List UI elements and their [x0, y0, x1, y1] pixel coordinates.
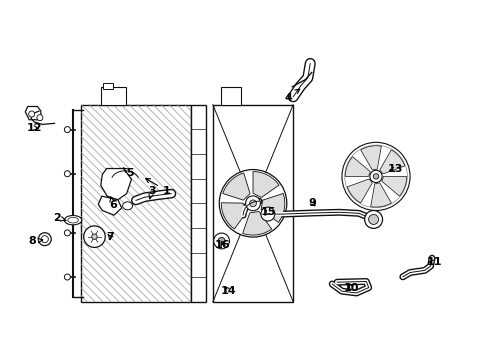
- Text: 11: 11: [426, 257, 441, 267]
- Circle shape: [83, 226, 105, 247]
- Text: 13: 13: [387, 164, 403, 174]
- Circle shape: [213, 233, 229, 249]
- Bar: [190, 105, 205, 302]
- Text: 1: 1: [145, 179, 170, 196]
- Text: 7: 7: [106, 232, 114, 242]
- Polygon shape: [101, 168, 131, 200]
- Circle shape: [218, 237, 225, 244]
- Polygon shape: [261, 193, 284, 222]
- Text: 8: 8: [29, 236, 42, 246]
- Text: 12: 12: [26, 123, 42, 133]
- Bar: [101, 87, 126, 105]
- Text: 15: 15: [260, 207, 275, 217]
- Bar: [221, 87, 240, 105]
- Circle shape: [364, 211, 382, 228]
- Circle shape: [38, 233, 51, 246]
- Circle shape: [29, 111, 35, 117]
- Ellipse shape: [122, 202, 132, 210]
- Polygon shape: [381, 176, 406, 196]
- Text: 14: 14: [221, 286, 236, 296]
- Circle shape: [64, 230, 70, 236]
- Circle shape: [64, 127, 70, 132]
- Text: 10: 10: [343, 283, 359, 293]
- Circle shape: [64, 171, 70, 177]
- Ellipse shape: [68, 217, 78, 223]
- Polygon shape: [223, 173, 249, 200]
- Text: 4: 4: [284, 89, 299, 103]
- Polygon shape: [221, 203, 246, 229]
- Polygon shape: [242, 212, 271, 235]
- Circle shape: [37, 114, 43, 121]
- Circle shape: [92, 234, 97, 239]
- Circle shape: [261, 207, 274, 221]
- Polygon shape: [98, 196, 122, 215]
- Text: 2: 2: [53, 213, 66, 222]
- Polygon shape: [252, 172, 279, 198]
- Polygon shape: [370, 183, 390, 207]
- Circle shape: [369, 170, 381, 183]
- Circle shape: [245, 196, 260, 211]
- Text: 16: 16: [214, 239, 230, 249]
- Polygon shape: [345, 157, 369, 176]
- Bar: [103, 83, 113, 89]
- Polygon shape: [346, 179, 371, 203]
- Circle shape: [372, 174, 378, 179]
- Circle shape: [368, 215, 378, 224]
- Circle shape: [64, 274, 70, 280]
- Text: 6: 6: [109, 197, 117, 210]
- Circle shape: [341, 142, 409, 211]
- Circle shape: [249, 200, 256, 207]
- Text: 9: 9: [308, 198, 316, 208]
- Text: 3: 3: [148, 186, 156, 199]
- Bar: [212, 105, 293, 302]
- Ellipse shape: [64, 216, 81, 225]
- Circle shape: [219, 170, 286, 237]
- Polygon shape: [360, 146, 381, 170]
- Text: 5: 5: [123, 168, 134, 178]
- Circle shape: [41, 236, 48, 243]
- Bar: [81, 105, 190, 302]
- Polygon shape: [379, 150, 404, 174]
